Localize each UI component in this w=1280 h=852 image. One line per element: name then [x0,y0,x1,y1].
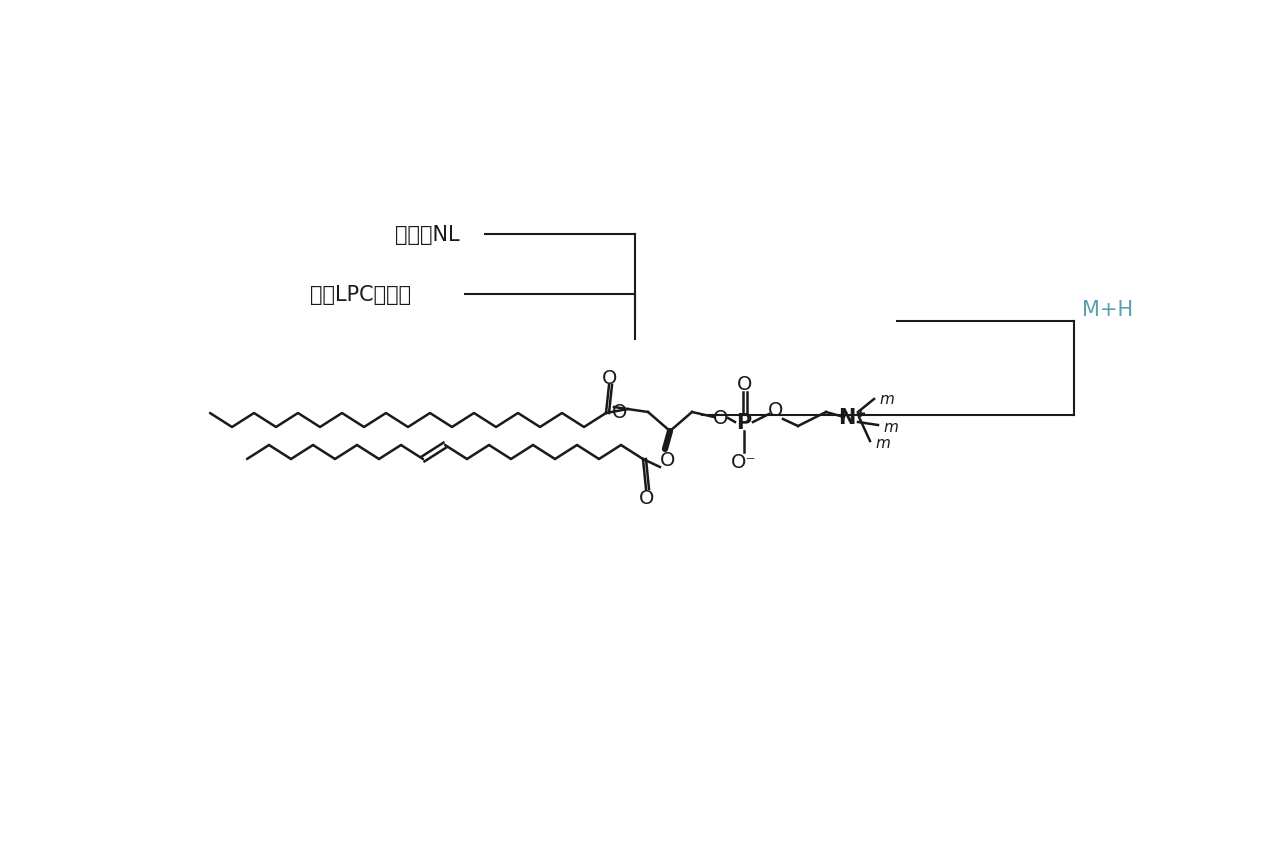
Text: m: m [883,420,897,435]
Text: O: O [737,375,753,394]
Text: m: m [876,436,890,451]
Text: O⁻: O⁻ [731,452,756,471]
Text: 脂肪酸NL: 脂肪酸NL [396,225,460,245]
Text: O: O [713,408,728,427]
Text: O: O [768,400,783,419]
Text: O: O [603,368,618,387]
Text: N⁺: N⁺ [838,407,867,428]
Text: 留下LPC的碎片: 留下LPC的碎片 [310,285,411,305]
Text: O: O [639,489,654,508]
Text: m: m [879,391,893,406]
Text: O: O [612,402,627,421]
Text: P: P [736,412,751,433]
Text: O: O [660,450,676,469]
Text: M+H: M+H [1082,300,1133,320]
